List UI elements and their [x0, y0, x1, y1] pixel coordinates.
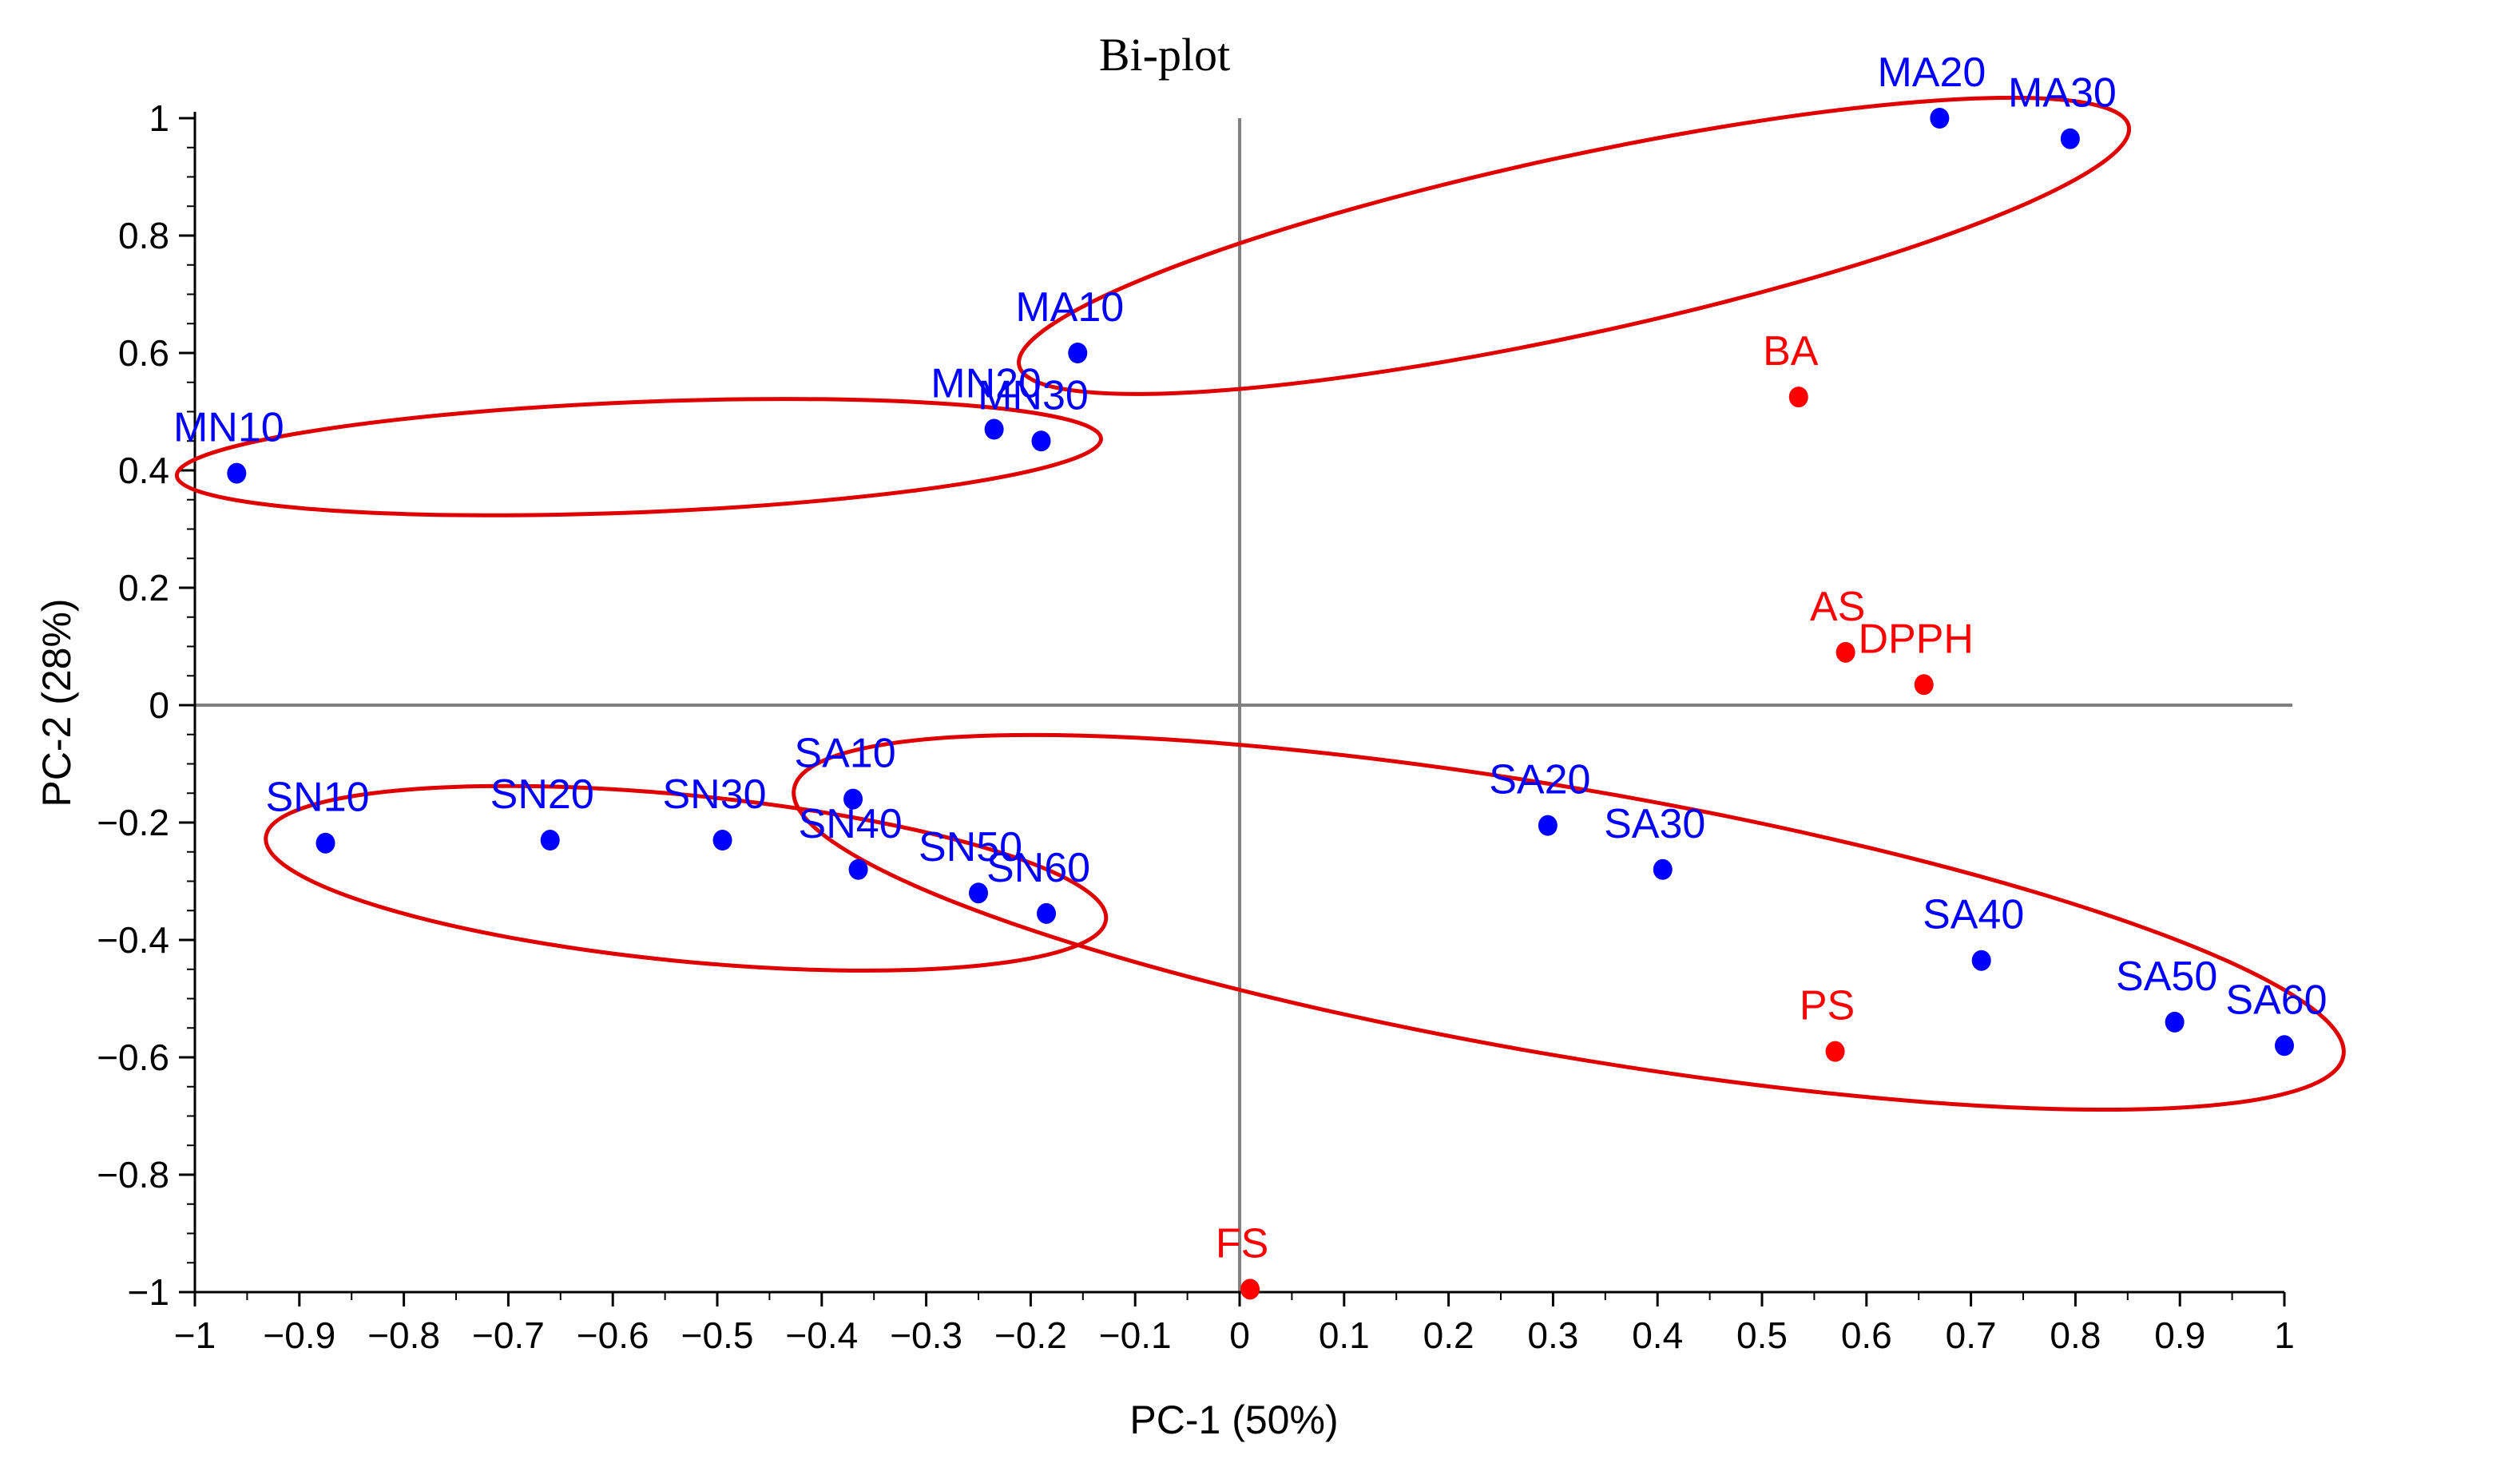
ellipse-sn: [264, 783, 1109, 973]
x-tick-label: 0.1: [1319, 1314, 1370, 1356]
label-sa40: SA40: [1923, 892, 2024, 938]
y-tick-label: −0.2: [97, 802, 169, 843]
point-sn60: [1037, 902, 1057, 924]
point-ps: [1825, 1041, 1845, 1062]
label-sn30: SN30: [663, 771, 767, 818]
y-tick-label: −0.8: [97, 1154, 169, 1195]
point-mn20: [984, 418, 1004, 440]
data-points: [227, 108, 2294, 1300]
point-mn10: [227, 462, 247, 484]
point-as: [1835, 641, 1855, 663]
y-tick-label: 0.2: [118, 567, 169, 609]
label-sa60: SA60: [2225, 977, 2327, 1023]
x-tick-label: −0.5: [681, 1314, 754, 1356]
label-ma20: MA20: [1877, 50, 1986, 96]
x-tick-label: −0.2: [994, 1314, 1067, 1356]
x-tick-label: −0.4: [785, 1314, 858, 1356]
x-tick-label: 1: [2274, 1314, 2295, 1356]
chart-title: Bi-plot: [1099, 29, 1230, 81]
x-tick-label: 0.5: [1736, 1314, 1788, 1356]
point-dpph: [1914, 674, 1934, 696]
point-sa40: [1971, 950, 1991, 971]
label-mn20: MN20: [931, 361, 1042, 407]
label-ma10: MA10: [1015, 284, 1124, 331]
point-ma20: [1930, 108, 1950, 129]
point-sa10: [843, 788, 863, 810]
point-mn30: [1031, 430, 1051, 452]
label-mn10: MN10: [173, 405, 284, 451]
x-tick-label: −0.9: [263, 1314, 335, 1356]
label-sn40: SN40: [799, 801, 903, 847]
label-sn60: SN60: [986, 845, 1090, 891]
point-sa30: [1653, 858, 1673, 880]
x-tick-label: 0.8: [2050, 1314, 2101, 1356]
point-fs: [1240, 1279, 1260, 1300]
point-sn10: [315, 832, 335, 854]
x-axis-title: PC-1 (50%): [1129, 1398, 1338, 1442]
point-sn40: [848, 858, 868, 880]
label-ps: PS: [1800, 983, 1855, 1029]
label-fs: FS: [1216, 1220, 1268, 1267]
label-sa50: SA50: [2116, 954, 2217, 1000]
x-tick-label: 0.3: [1527, 1314, 1578, 1356]
x-tick-label: −1: [174, 1314, 216, 1356]
origin-lines: [195, 118, 2292, 1292]
label-ba: BA: [1763, 328, 1819, 375]
x-tick-label: −0.8: [367, 1314, 440, 1356]
y-tick-label: 0.6: [118, 332, 169, 374]
point-sa50: [2165, 1011, 2185, 1033]
x-tick-label: 0: [1229, 1314, 1250, 1356]
label-as: AS: [1810, 584, 1865, 630]
point-ma10: [1068, 343, 1088, 363]
y-tick-label: −1: [128, 1271, 169, 1313]
label-mn30: MN30: [978, 372, 1089, 418]
x-tick-label: 0.6: [1841, 1314, 1892, 1356]
label-sn10: SN10: [265, 775, 369, 821]
label-dpph: DPPH: [1858, 616, 1973, 662]
point-sn50: [969, 882, 988, 904]
label-sa30: SA30: [1604, 801, 1705, 847]
x-axis-ticks: −1 −0.9 −0.8 −0.7 −0.6 −0.5 −0.4 −0.3 −0.2 −0.1 0 0…: [174, 1292, 2295, 1356]
point-sa20: [1538, 815, 1558, 836]
point-sn30: [712, 830, 732, 851]
y-tick-label: 1: [149, 97, 169, 139]
x-tick-label: 0.9: [2154, 1314, 2205, 1356]
y-tick-label: −0.4: [97, 919, 169, 961]
point-ba: [1788, 387, 1808, 408]
label-sn20: SN20: [490, 771, 594, 818]
ellipse-ma: [1017, 95, 2132, 396]
y-axis-ticks: −1 −0.8 −0.6 −0.4 −0.2 0 0.2 0.4 0.6 0.8 1: [97, 97, 195, 1313]
x-tick-label: −0.3: [890, 1314, 962, 1356]
x-tick-label: −0.6: [577, 1314, 649, 1356]
x-tick-label: 0.4: [1632, 1314, 1683, 1356]
label-sa20: SA20: [1489, 757, 1590, 803]
ellipse-mn: [174, 397, 1103, 517]
y-tick-label: −0.6: [97, 1037, 169, 1078]
x-tick-label: 0.2: [1423, 1314, 1474, 1356]
y-tick-label: 0.4: [118, 450, 169, 491]
point-ma30: [2060, 128, 2080, 149]
group-ellipses: [174, 95, 2346, 1112]
x-tick-label: −0.1: [1099, 1314, 1172, 1356]
y-tick-label: 0.8: [118, 215, 169, 256]
point-sn20: [540, 830, 560, 851]
y-tick-label: 0: [149, 684, 169, 726]
x-tick-label: 0.7: [1946, 1314, 1997, 1356]
point-sa60: [2275, 1035, 2294, 1057]
label-ma30: MA30: [2008, 70, 2117, 117]
label-sn50: SN50: [919, 824, 1022, 870]
ellipse-sa: [792, 732, 2346, 1112]
label-sa10: SA10: [794, 731, 895, 777]
y-axis-title: PC-2 (28%): [34, 598, 79, 807]
x-tick-label: −0.7: [472, 1314, 545, 1356]
